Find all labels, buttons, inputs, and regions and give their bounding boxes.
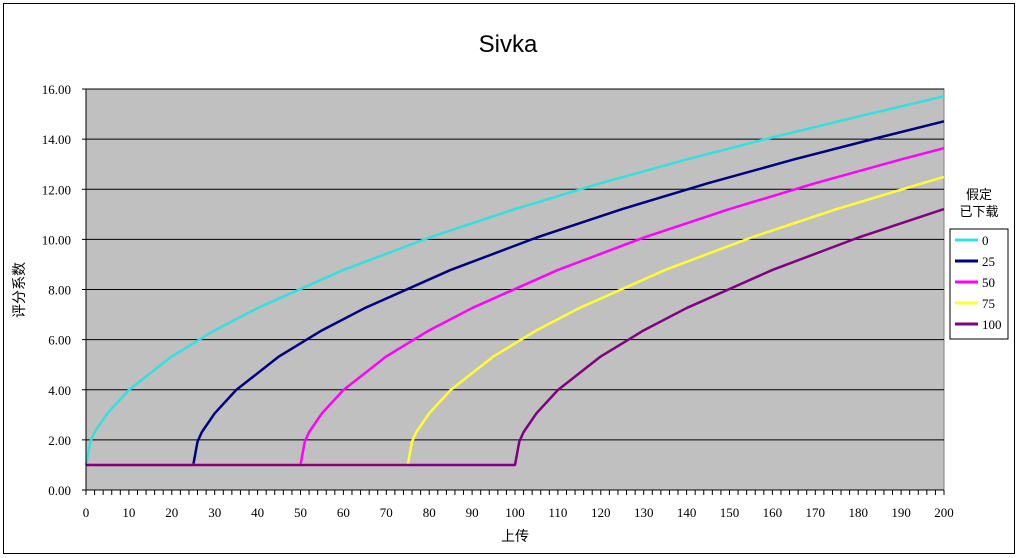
legend: 0 25 50 75 100 — [949, 228, 1009, 340]
x-tick-label: 110 — [548, 505, 567, 520]
legend-label-100: 100 — [982, 317, 1002, 332]
legend-title-line-1: 假定 — [966, 187, 992, 202]
x-tick-label: 180 — [848, 505, 868, 520]
x-tick-label: 120 — [591, 505, 611, 520]
x-tick-label: 80 — [423, 505, 436, 520]
legend-label-25: 25 — [982, 254, 995, 269]
chart-title: Sivka — [479, 31, 538, 58]
legend-title-line-2: 已下载 — [959, 204, 998, 219]
y-tick-label: 10.00 — [42, 232, 71, 247]
x-tick-label: 40 — [251, 505, 264, 520]
series-line-75 — [86, 175, 945, 467]
y-tick-label: 6.00 — [48, 333, 71, 348]
legend-label-50: 50 — [982, 275, 995, 290]
x-tick-label: 70 — [380, 505, 393, 520]
series-line-0 — [84, 95, 945, 466]
legend-label-0: 0 — [982, 233, 989, 248]
x-tick-label: 0 — [83, 505, 90, 520]
x-tick-label: 150 — [720, 505, 740, 520]
y-tick-label: 8.00 — [48, 283, 71, 298]
x-tick-label: 20 — [165, 505, 178, 520]
x-tick-label: 170 — [806, 505, 826, 520]
legend-box — [949, 228, 1009, 340]
x-tick-label: 100 — [505, 505, 525, 520]
x-tick-label: 130 — [634, 505, 654, 520]
series-group — [84, 95, 945, 467]
y-tick-label: 12.00 — [42, 182, 71, 197]
x-tick-label: 200 — [934, 505, 954, 520]
x-tick-label: 30 — [208, 505, 221, 520]
x-axis-ticks: 0 10 20 30 40 50 60 70 80 90 100 110 120 130 140 150 160… — [83, 490, 954, 520]
series-line-25 — [86, 120, 945, 467]
series-line-50 — [86, 146, 945, 467]
y-axis-label: 评分系数 — [12, 262, 28, 318]
y-tick-label: 2.00 — [48, 433, 71, 448]
x-tick-label: 160 — [763, 505, 783, 520]
gridlines — [86, 88, 944, 441]
legend-label-75: 75 — [982, 296, 995, 311]
x-tick-label: 60 — [337, 505, 350, 520]
y-tick-label: 14.00 — [42, 132, 71, 147]
x-axis-label: 上传 — [501, 529, 529, 545]
y-tick-label: 4.00 — [48, 383, 71, 398]
x-tick-label: 50 — [294, 505, 307, 520]
x-tick-label: 10 — [122, 505, 135, 520]
series-line-100 — [86, 207, 945, 467]
x-tick-label: 190 — [891, 505, 911, 520]
y-tick-label: 16.00 — [42, 82, 71, 97]
x-tick-label: 140 — [677, 505, 697, 520]
y-tick-label: 0.00 — [48, 483, 71, 498]
x-tick-label: 90 — [466, 505, 479, 520]
y-axis-ticks: 0.00 2.00 4.00 6.00 8.00 10.00 12.00 14.00 16.00 — [42, 82, 86, 498]
